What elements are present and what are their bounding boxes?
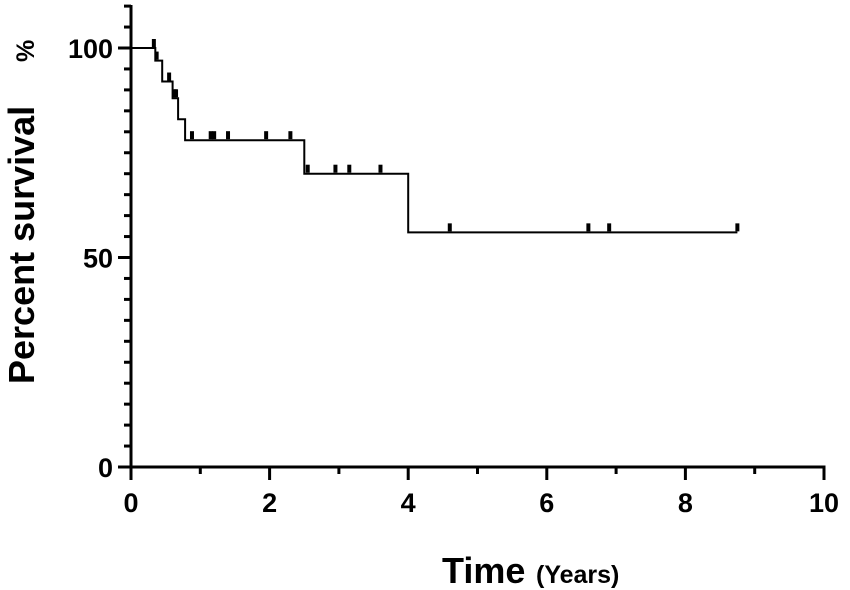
series (131, 47, 738, 234)
y-axis-unit: % (12, 40, 40, 62)
x-tick-label: 8 (678, 488, 693, 518)
y-tick-label: 0 (98, 453, 113, 483)
ticks (118, 4, 826, 480)
x-axis-title: Time (442, 550, 525, 590)
x-tick-label: 6 (539, 488, 554, 518)
survival-curve (131, 47, 738, 234)
tick-labels: 0 50 100 0 2 4 6 8 10 (68, 34, 839, 518)
x-tick-label: 4 (401, 488, 416, 518)
y-tick-label: 50 (83, 244, 113, 274)
y-axis-title-group: Percent survival % (1, 40, 42, 384)
x-axis-unit: (Years) (536, 561, 619, 589)
censor-marks (151, 39, 740, 232)
axes (129, 5, 826, 469)
x-tick-label: 10 (809, 488, 839, 518)
y-tick-label: 100 (68, 34, 113, 64)
x-tick-label: 2 (262, 488, 277, 518)
y-axis-title: Percent survival (1, 106, 42, 384)
x-tick-label: 0 (123, 488, 138, 518)
